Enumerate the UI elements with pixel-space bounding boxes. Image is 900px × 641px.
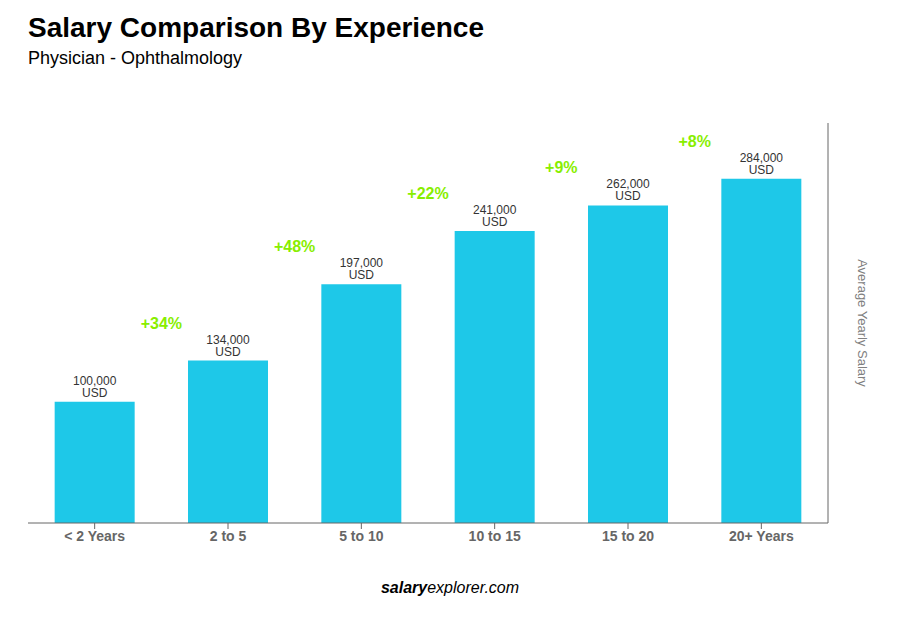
svg-text:< 2 Years: < 2 Years: [64, 528, 125, 544]
svg-text:5 to 10: 5 to 10: [339, 528, 384, 544]
svg-text:+9%: +9%: [545, 159, 577, 176]
svg-text:15 to 20: 15 to 20: [602, 528, 654, 544]
html-text:Physician - Ophthalmology: Physician - Ophthalmology: [28, 48, 243, 68]
svg-text:241,000USD: 241,000USD: [473, 203, 517, 229]
svg-text:+48%: +48%: [274, 238, 315, 255]
svg-text:100,000USD: 100,000USD: [73, 374, 117, 400]
svg-text:20+ Years: 20+ Years: [729, 528, 794, 544]
svg-text:Average Yearly Salary: Average Yearly Salary: [855, 259, 870, 387]
svg-text:262,000USD: 262,000USD: [606, 177, 650, 203]
svg-text:284,000USD: 284,000USD: [740, 151, 784, 177]
svg-text:+22%: +22%: [407, 185, 448, 202]
html-text:salary explorer.com: salary explorer.com: [380, 579, 520, 596]
svg-text:197,000USD: 197,000USD: [340, 256, 384, 282]
svg-text:+8%: +8%: [678, 133, 710, 150]
svg-text:+34%: +34%: [141, 315, 182, 332]
svg-text:2 to 5: 2 to 5: [210, 528, 247, 544]
html-text:Salary Comparison By Experienc: Salary Comparison By Experience: [28, 12, 484, 43]
svg-text:10 to 15: 10 to 15: [469, 528, 521, 544]
svg-text:134,000USD: 134,000USD: [206, 333, 250, 359]
